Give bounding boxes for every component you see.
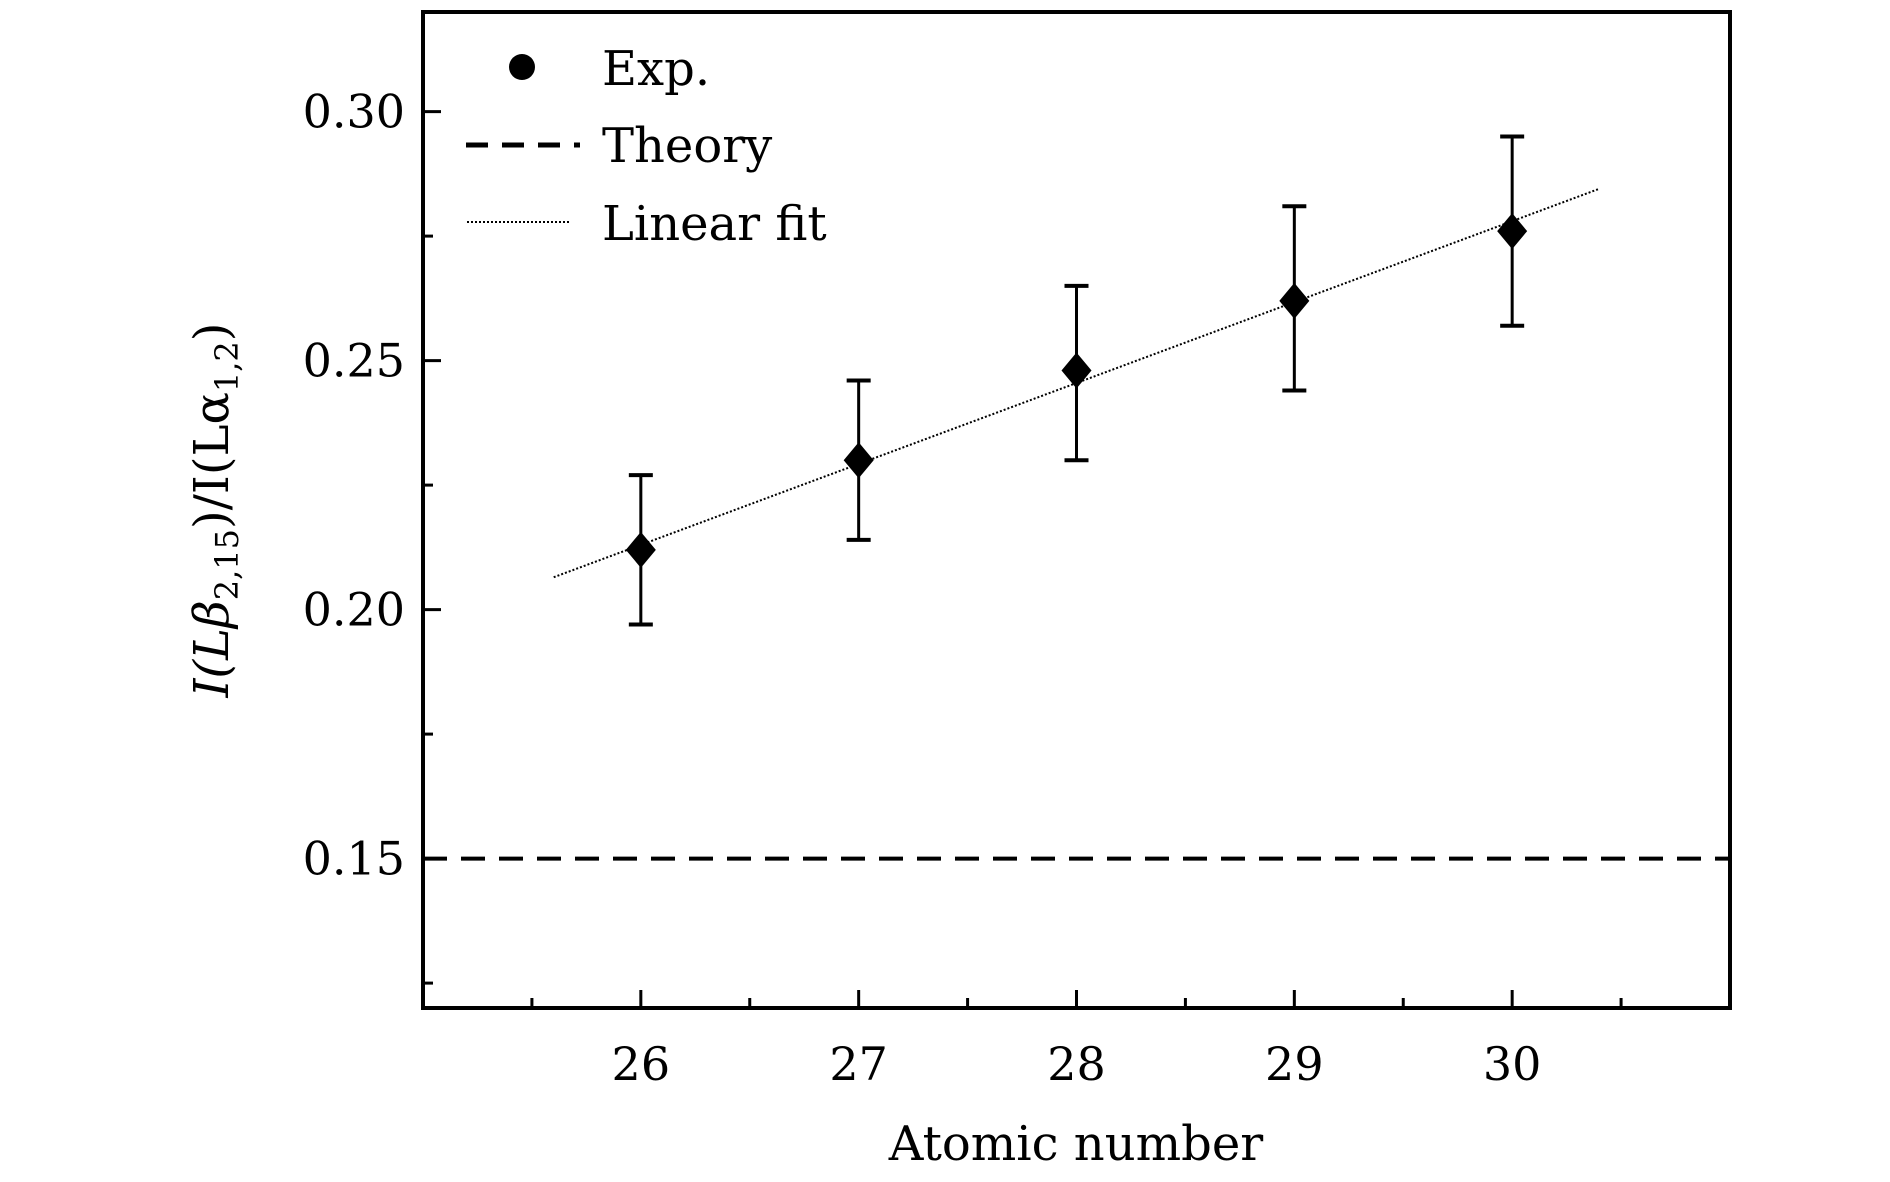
y-tick-label: 0.30 [303,85,405,139]
x-tick-label: 28 [1047,1037,1106,1091]
legend-marker-exp [509,54,535,80]
legend-label-linear-fit: Linear fit [602,196,827,252]
plot-area [423,134,1730,861]
y-label-sub1: 2,15 [208,529,246,600]
legend: Exp. Theory Linear fit [466,41,827,252]
y-tick-label: 0.20 [303,583,405,637]
y-label-prefix: I(Lβ [184,600,240,698]
x-axis-label: Atomic number [888,1116,1263,1172]
y-label-suffix: ) [184,322,240,341]
x-tick-label: 29 [1265,1037,1324,1091]
y-label-sub2: 1,2 [208,341,246,392]
legend-label-theory: Theory [602,118,772,174]
data-point-exp [1061,352,1092,389]
legend-label-exp: Exp. [602,41,710,97]
x-tick-label: 26 [612,1037,671,1091]
y-axis-label: I(Lβ2,15)/I(Lα1,2) [184,322,246,698]
y-tick-label: 0.15 [303,832,405,886]
y-tick-label: 0.25 [303,334,405,388]
data-point-exp [1279,282,1310,319]
x-tick-label: 30 [1483,1037,1542,1091]
x-tick-label: 27 [829,1037,888,1091]
y-label-mid: )/I(Lα [184,392,240,529]
data-point-exp [843,442,874,479]
axis-ticks: 26 27 28 29 30 0.15 0.20 0.25 0.30 [303,85,1623,1091]
data-point-exp [625,531,656,568]
data-point-exp [1497,213,1528,250]
